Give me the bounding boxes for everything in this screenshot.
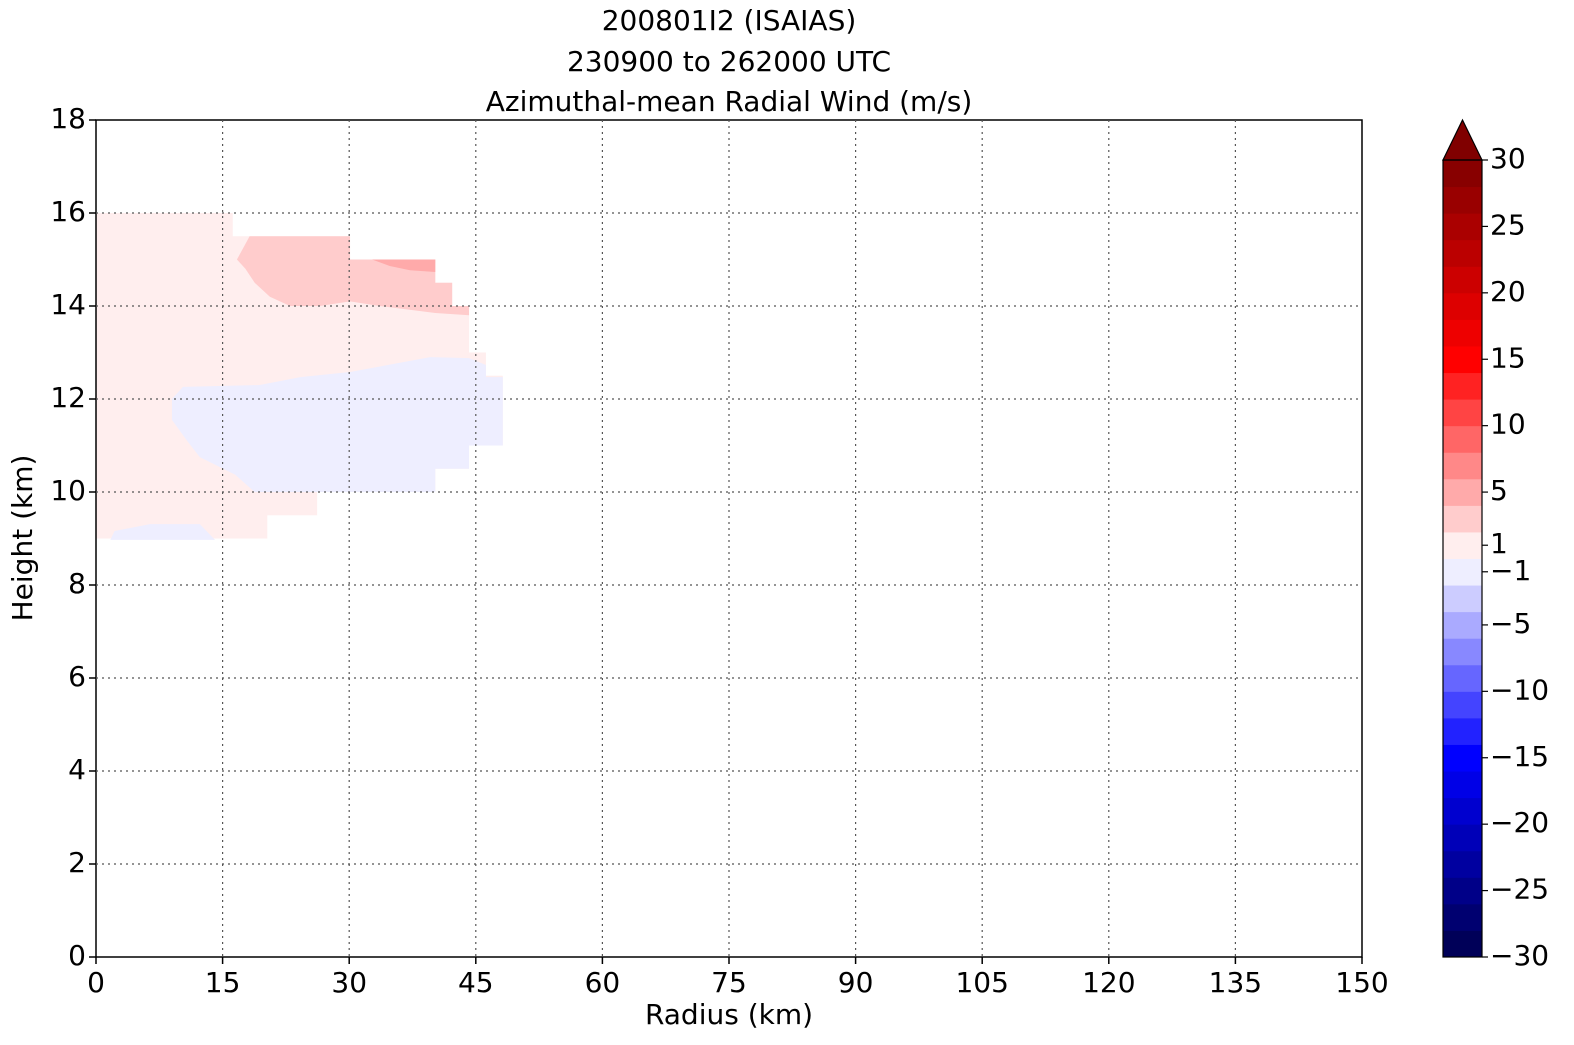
colorbar-band xyxy=(1443,292,1482,320)
colorbar-band xyxy=(1443,399,1482,427)
colorbar-tick-label: −20 xyxy=(1490,806,1549,839)
colorbar-band xyxy=(1443,638,1482,666)
colorbar-band xyxy=(1443,160,1482,188)
x-tick-label: 15 xyxy=(205,966,241,999)
colorbar-tick-label: 5 xyxy=(1490,474,1508,507)
colorbar-tick-label: 20 xyxy=(1490,275,1526,308)
colorbar-band xyxy=(1443,850,1482,878)
x-tick-label: 75 xyxy=(711,966,747,999)
contour-region xyxy=(110,524,216,540)
colorbar-band xyxy=(1443,319,1482,347)
colorbar-band xyxy=(1443,903,1482,931)
y-tick-label: 8 xyxy=(68,567,86,600)
colorbar-tick-label: 15 xyxy=(1490,341,1526,374)
colorbar-band xyxy=(1443,771,1482,799)
colorbar-tick-label: −1 xyxy=(1490,554,1531,587)
colorbar-tick-label: 25 xyxy=(1490,208,1526,241)
colorbar-frame xyxy=(1442,159,1483,958)
colorbar-band xyxy=(1443,930,1482,958)
contour-region xyxy=(171,357,503,492)
x-tick-label: 150 xyxy=(1335,966,1388,999)
contour-region xyxy=(236,236,470,316)
y-axis-label: Height (km) xyxy=(6,455,39,622)
y-tick-label: 4 xyxy=(68,753,86,786)
x-tick-label: 135 xyxy=(1209,966,1262,999)
colorbar-band xyxy=(1443,478,1482,506)
y-tick-label: 2 xyxy=(68,846,86,879)
x-tick-label: 105 xyxy=(955,966,1008,999)
colorbar-band xyxy=(1443,797,1482,825)
colorbar-band xyxy=(1443,691,1482,719)
plot-area xyxy=(96,213,503,540)
colorbar-band xyxy=(1443,531,1482,559)
colorbar-band xyxy=(1443,186,1482,214)
x-tick-label: 45 xyxy=(458,966,494,999)
chart-title: 200801I2 (ISAIAS) xyxy=(602,4,857,37)
colorbar-band xyxy=(1443,425,1482,453)
y-tick-label: 0 xyxy=(68,939,86,972)
colorbar-band xyxy=(1443,505,1482,533)
y-tick-label: 14 xyxy=(50,288,86,321)
chart-title: 230900 to 262000 UTC xyxy=(567,45,891,78)
colorbar-band xyxy=(1443,611,1482,639)
x-tick-label: 90 xyxy=(838,966,874,999)
colorbar-tick-label: −5 xyxy=(1490,607,1531,640)
y-tick-label: 16 xyxy=(50,195,86,228)
colorbar-tick-label: 30 xyxy=(1490,142,1526,175)
x-axis-label: Radius (km) xyxy=(645,998,813,1031)
colorbar-band xyxy=(1443,345,1482,374)
x-tick-label: 60 xyxy=(585,966,621,999)
colorbar-band xyxy=(1443,558,1482,586)
x-tick-label: 30 xyxy=(331,966,367,999)
colorbar-tick-label: −10 xyxy=(1490,673,1549,706)
colorbar-band xyxy=(1443,266,1482,294)
x-tick-label: 0 xyxy=(87,966,105,999)
colorbar-tick-label: 1 xyxy=(1490,527,1508,560)
colorbar-band xyxy=(1443,877,1482,905)
y-tick-label: 10 xyxy=(50,474,86,507)
contour-region xyxy=(371,259,436,273)
colorbar-band xyxy=(1443,585,1482,613)
colorbar-tick-label: −25 xyxy=(1490,873,1549,906)
colorbar-band xyxy=(1443,717,1482,745)
colorbar-tick-label: −30 xyxy=(1490,939,1549,972)
colorbar-tick-label: −15 xyxy=(1490,740,1549,773)
y-tick-label: 12 xyxy=(50,381,86,414)
colorbar-extend xyxy=(1442,118,1483,161)
colorbar-band xyxy=(1443,664,1482,692)
y-tick-label: 18 xyxy=(50,102,86,135)
colorbar-band xyxy=(1443,452,1482,480)
colorbar-band xyxy=(1443,239,1482,267)
colorbar-band xyxy=(1443,213,1482,241)
chart-title: Azimuthal-mean Radial Wind (m/s) xyxy=(486,85,973,118)
y-tick-label: 6 xyxy=(68,660,86,693)
colorbar-band xyxy=(1443,824,1482,852)
colorbar-tick-label: 10 xyxy=(1490,408,1526,441)
x-tick-label: 120 xyxy=(1082,966,1135,999)
colorbar-band xyxy=(1443,744,1482,772)
colorbar-band xyxy=(1443,372,1482,400)
